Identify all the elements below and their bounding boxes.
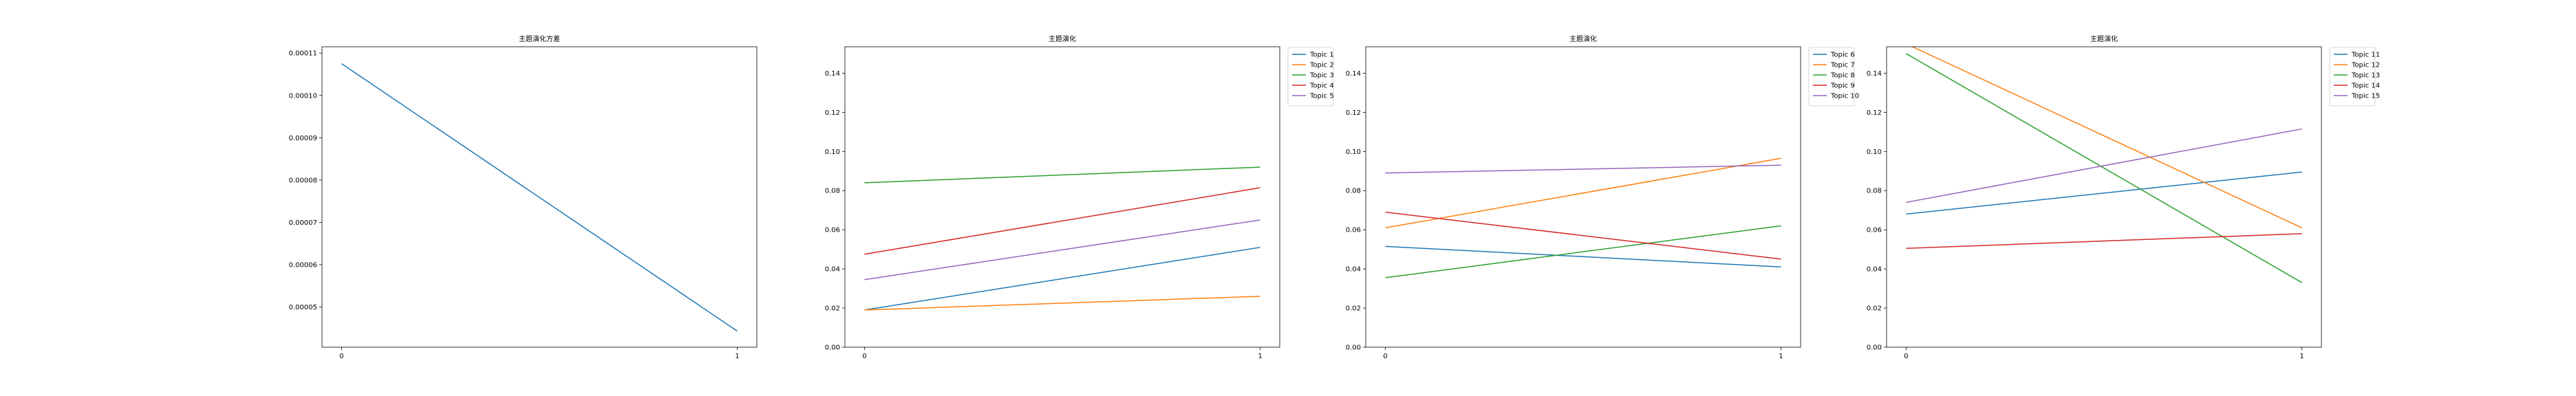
legend-entry-label: Topic 3 xyxy=(1309,72,1334,80)
legend-frame xyxy=(2329,47,2376,107)
series-line-topic-1 xyxy=(864,247,1260,311)
legend: Topic 6 Topic 7 Topic 8 Topic 9 Topic 10 xyxy=(1808,47,1859,107)
x-tick-label: 0 xyxy=(1904,353,1908,360)
y-tick-label: 0.02 xyxy=(1346,305,1361,313)
legend: Topic 11 Topic 12 Topic 13 Topic 14 Topic 15 xyxy=(2329,47,2380,107)
legend-entry-label: Topic 15 xyxy=(2351,93,2380,100)
series-line-topic-9 xyxy=(1385,211,1781,260)
legend-entry-label: Topic 5 xyxy=(1309,93,1334,100)
y-tick-label: 0.00011 xyxy=(289,50,317,58)
series-line-topic-2 xyxy=(864,296,1260,311)
y-tick-label: 0.12 xyxy=(1867,109,1882,117)
x-tick-label: 0 xyxy=(339,353,343,360)
plot-frame xyxy=(321,46,758,348)
subplot-3: 主题演化 0 1 0.00 0.02 0.04 0.06 0.08 0.10 0.12 0.14 To… xyxy=(1346,34,1859,360)
y-tick-label: 0.06 xyxy=(1346,227,1361,234)
y-tick-label: 0.08 xyxy=(1867,188,1882,195)
y-tick-label: 0.14 xyxy=(825,70,840,78)
legend-entry-label: Topic 1 xyxy=(1309,52,1334,59)
y-tick-label: 0.02 xyxy=(825,305,840,313)
series-line-topic-3 xyxy=(864,166,1260,184)
y-tick-label: 0.08 xyxy=(1346,188,1361,195)
series-group xyxy=(1906,47,2302,283)
legend-entry-label: Topic 6 xyxy=(1830,52,1855,59)
y-tick-label: 0.04 xyxy=(825,266,840,274)
y-tick-label: 0.00 xyxy=(825,344,840,352)
plot-frame xyxy=(1886,46,2322,348)
legend-entry-label: Topic 4 xyxy=(1309,82,1334,90)
y-tick-label: 0.00009 xyxy=(289,135,317,142)
series-line-topic-4 xyxy=(864,187,1260,255)
y-tick-label: 0.00 xyxy=(1867,344,1882,352)
y-tick-label: 0.06 xyxy=(825,227,840,234)
y-tick-label: 0.08 xyxy=(825,188,840,195)
legend-entry-label: Topic 9 xyxy=(1830,82,1855,90)
y-tick-label: 0.00010 xyxy=(289,92,317,100)
y-tick-label: 0.10 xyxy=(1867,148,1882,156)
x-tick-label: 1 xyxy=(1258,353,1262,360)
x-tick-label: 1 xyxy=(2299,353,2304,360)
y-tick-label: 0.00006 xyxy=(289,261,317,269)
legend-entry-label: Topic 11 xyxy=(2351,52,2380,59)
y-tick-label: 0.12 xyxy=(825,109,840,117)
series-line-topic-14 xyxy=(1906,233,2302,249)
subplot-2: 主题演化 0 1 0.00 0.02 0.04 0.06 0.08 0.10 0.12 0.14 To… xyxy=(825,34,1334,360)
series-line-topic-5 xyxy=(864,219,1260,280)
y-tick-label: 0.12 xyxy=(1346,109,1361,117)
y-tick-label: 0.00005 xyxy=(289,304,317,311)
y-tick-label: 0.06 xyxy=(1867,227,1882,234)
series-line-topic-12 xyxy=(1911,47,2302,229)
subplot-1: 主题演化方差 0 1 0.00005 0.00006 0.00007 0.00008 0.00… xyxy=(289,34,758,360)
series-line-topic-8 xyxy=(1385,225,1781,278)
subplot-4: 主题演化 0 1 0.00 0.02 0.04 0.06 0.08 0.10 0.12 0.14 To… xyxy=(1867,34,2380,360)
legend-entry-label: Topic 2 xyxy=(1309,62,1334,69)
y-tick-label: 0.10 xyxy=(825,148,840,156)
y-tick-label: 0.02 xyxy=(1867,305,1882,313)
plot-frame xyxy=(1365,46,1801,348)
chart-title: 主题演化 xyxy=(1569,34,1597,43)
y-tick-label: 0.04 xyxy=(1867,266,1882,274)
series-line-topic-11 xyxy=(1906,171,2302,215)
y-tick-label: 0.14 xyxy=(1346,70,1361,78)
series-line-topic-6 xyxy=(1385,245,1781,268)
legend-entry-label: Topic 8 xyxy=(1830,72,1855,80)
legend-entry-label: Topic 10 xyxy=(1830,93,1859,100)
legend-entry-label: Topic 12 xyxy=(2351,62,2380,69)
series-group xyxy=(864,166,1260,311)
legend-frame xyxy=(1808,47,1855,107)
y-tick-label: 0.10 xyxy=(1346,148,1361,156)
y-tick-label: 0.00 xyxy=(1346,344,1361,352)
y-tick-label: 0.00008 xyxy=(289,177,317,184)
chart-title: 主题演化 xyxy=(2090,34,2118,43)
series-line-topic-15 xyxy=(1906,128,2302,204)
series-line-1 xyxy=(341,63,738,332)
x-tick-label: 0 xyxy=(1383,353,1387,360)
plot-frame xyxy=(844,46,1280,348)
chart-title: 主题演化方差 xyxy=(519,34,560,43)
series-line-topic-10 xyxy=(1385,164,1781,174)
legend: Topic 1 Topic 2 Topic 3 Topic 4 Topic 5 xyxy=(1287,47,1334,107)
y-tick-label: 0.00007 xyxy=(289,219,317,227)
series-line-topic-7 xyxy=(1385,157,1781,229)
series-line-topic-13 xyxy=(1906,53,2302,283)
y-tick-label: 0.14 xyxy=(1867,70,1882,78)
legend-entry-label: Topic 14 xyxy=(2351,82,2380,90)
legend-frame xyxy=(1287,47,1334,107)
series-group xyxy=(1385,157,1781,278)
legend-entry-label: Topic 7 xyxy=(1830,62,1855,69)
x-tick-label: 0 xyxy=(862,353,866,360)
legend-entry-label: Topic 13 xyxy=(2351,72,2380,80)
chart-title: 主题演化 xyxy=(1049,34,1076,43)
x-tick-label: 1 xyxy=(735,353,739,360)
y-tick-label: 0.04 xyxy=(1346,266,1361,274)
series-group xyxy=(341,63,738,332)
x-tick-label: 1 xyxy=(1779,353,1783,360)
